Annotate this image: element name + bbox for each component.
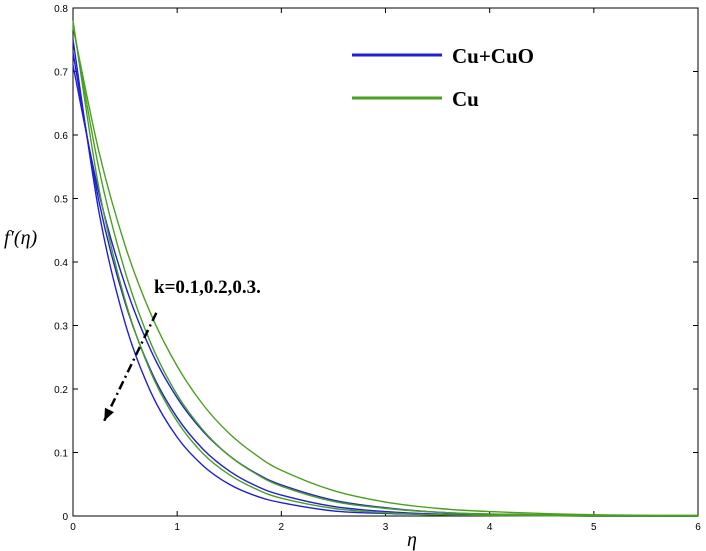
y-tick-label: 0.7 [54, 68, 68, 79]
legend-label-cu: Cu [452, 87, 479, 111]
y-tick-label: 0.4 [54, 258, 68, 269]
ticks: 0 1 2 3 4 5 6 0 0.1 0.2 0.3 0.4 0.5 0.6 0.7 0.8 [54, 4, 701, 533]
y-tick-label: 0.8 [54, 4, 68, 15]
x-axis-label: η [407, 529, 417, 551]
y-tick-label: 0.1 [54, 449, 68, 460]
x-tick-label: 1 [174, 522, 180, 533]
series-line-4 [72, 23, 699, 517]
x-tick-label: 4 [487, 522, 493, 533]
series-group [72, 20, 699, 517]
y-tick-label: 0 [62, 512, 68, 523]
annotation-arrow [103, 312, 158, 422]
annotation-text: k=0.1,0.2,0.3. [154, 277, 261, 298]
series-line-3 [72, 20, 699, 517]
plot-area [72, 7, 699, 517]
annotation: k=0.1,0.2,0.3. [103, 277, 261, 422]
annotation-arrowhead [104, 407, 114, 421]
y-tick-label: 0.3 [54, 322, 68, 333]
legend-label-cu-cuo: Cu+CuO [452, 44, 534, 68]
y-tick-label: 0.2 [54, 385, 68, 396]
y-tick-label: 0.5 [54, 195, 68, 206]
y-axis-label: f′(η) [4, 227, 38, 249]
x-tick-label: 6 [695, 522, 701, 533]
legend: Cu+CuO Cu [352, 44, 534, 111]
series-line-5 [72, 26, 699, 517]
x-tick-label: 3 [383, 522, 389, 533]
x-tick-label: 0 [70, 522, 76, 533]
x-tick-label: 5 [591, 522, 597, 533]
x-tick-label: 2 [279, 522, 285, 533]
y-tick-label: 0.6 [54, 131, 68, 142]
